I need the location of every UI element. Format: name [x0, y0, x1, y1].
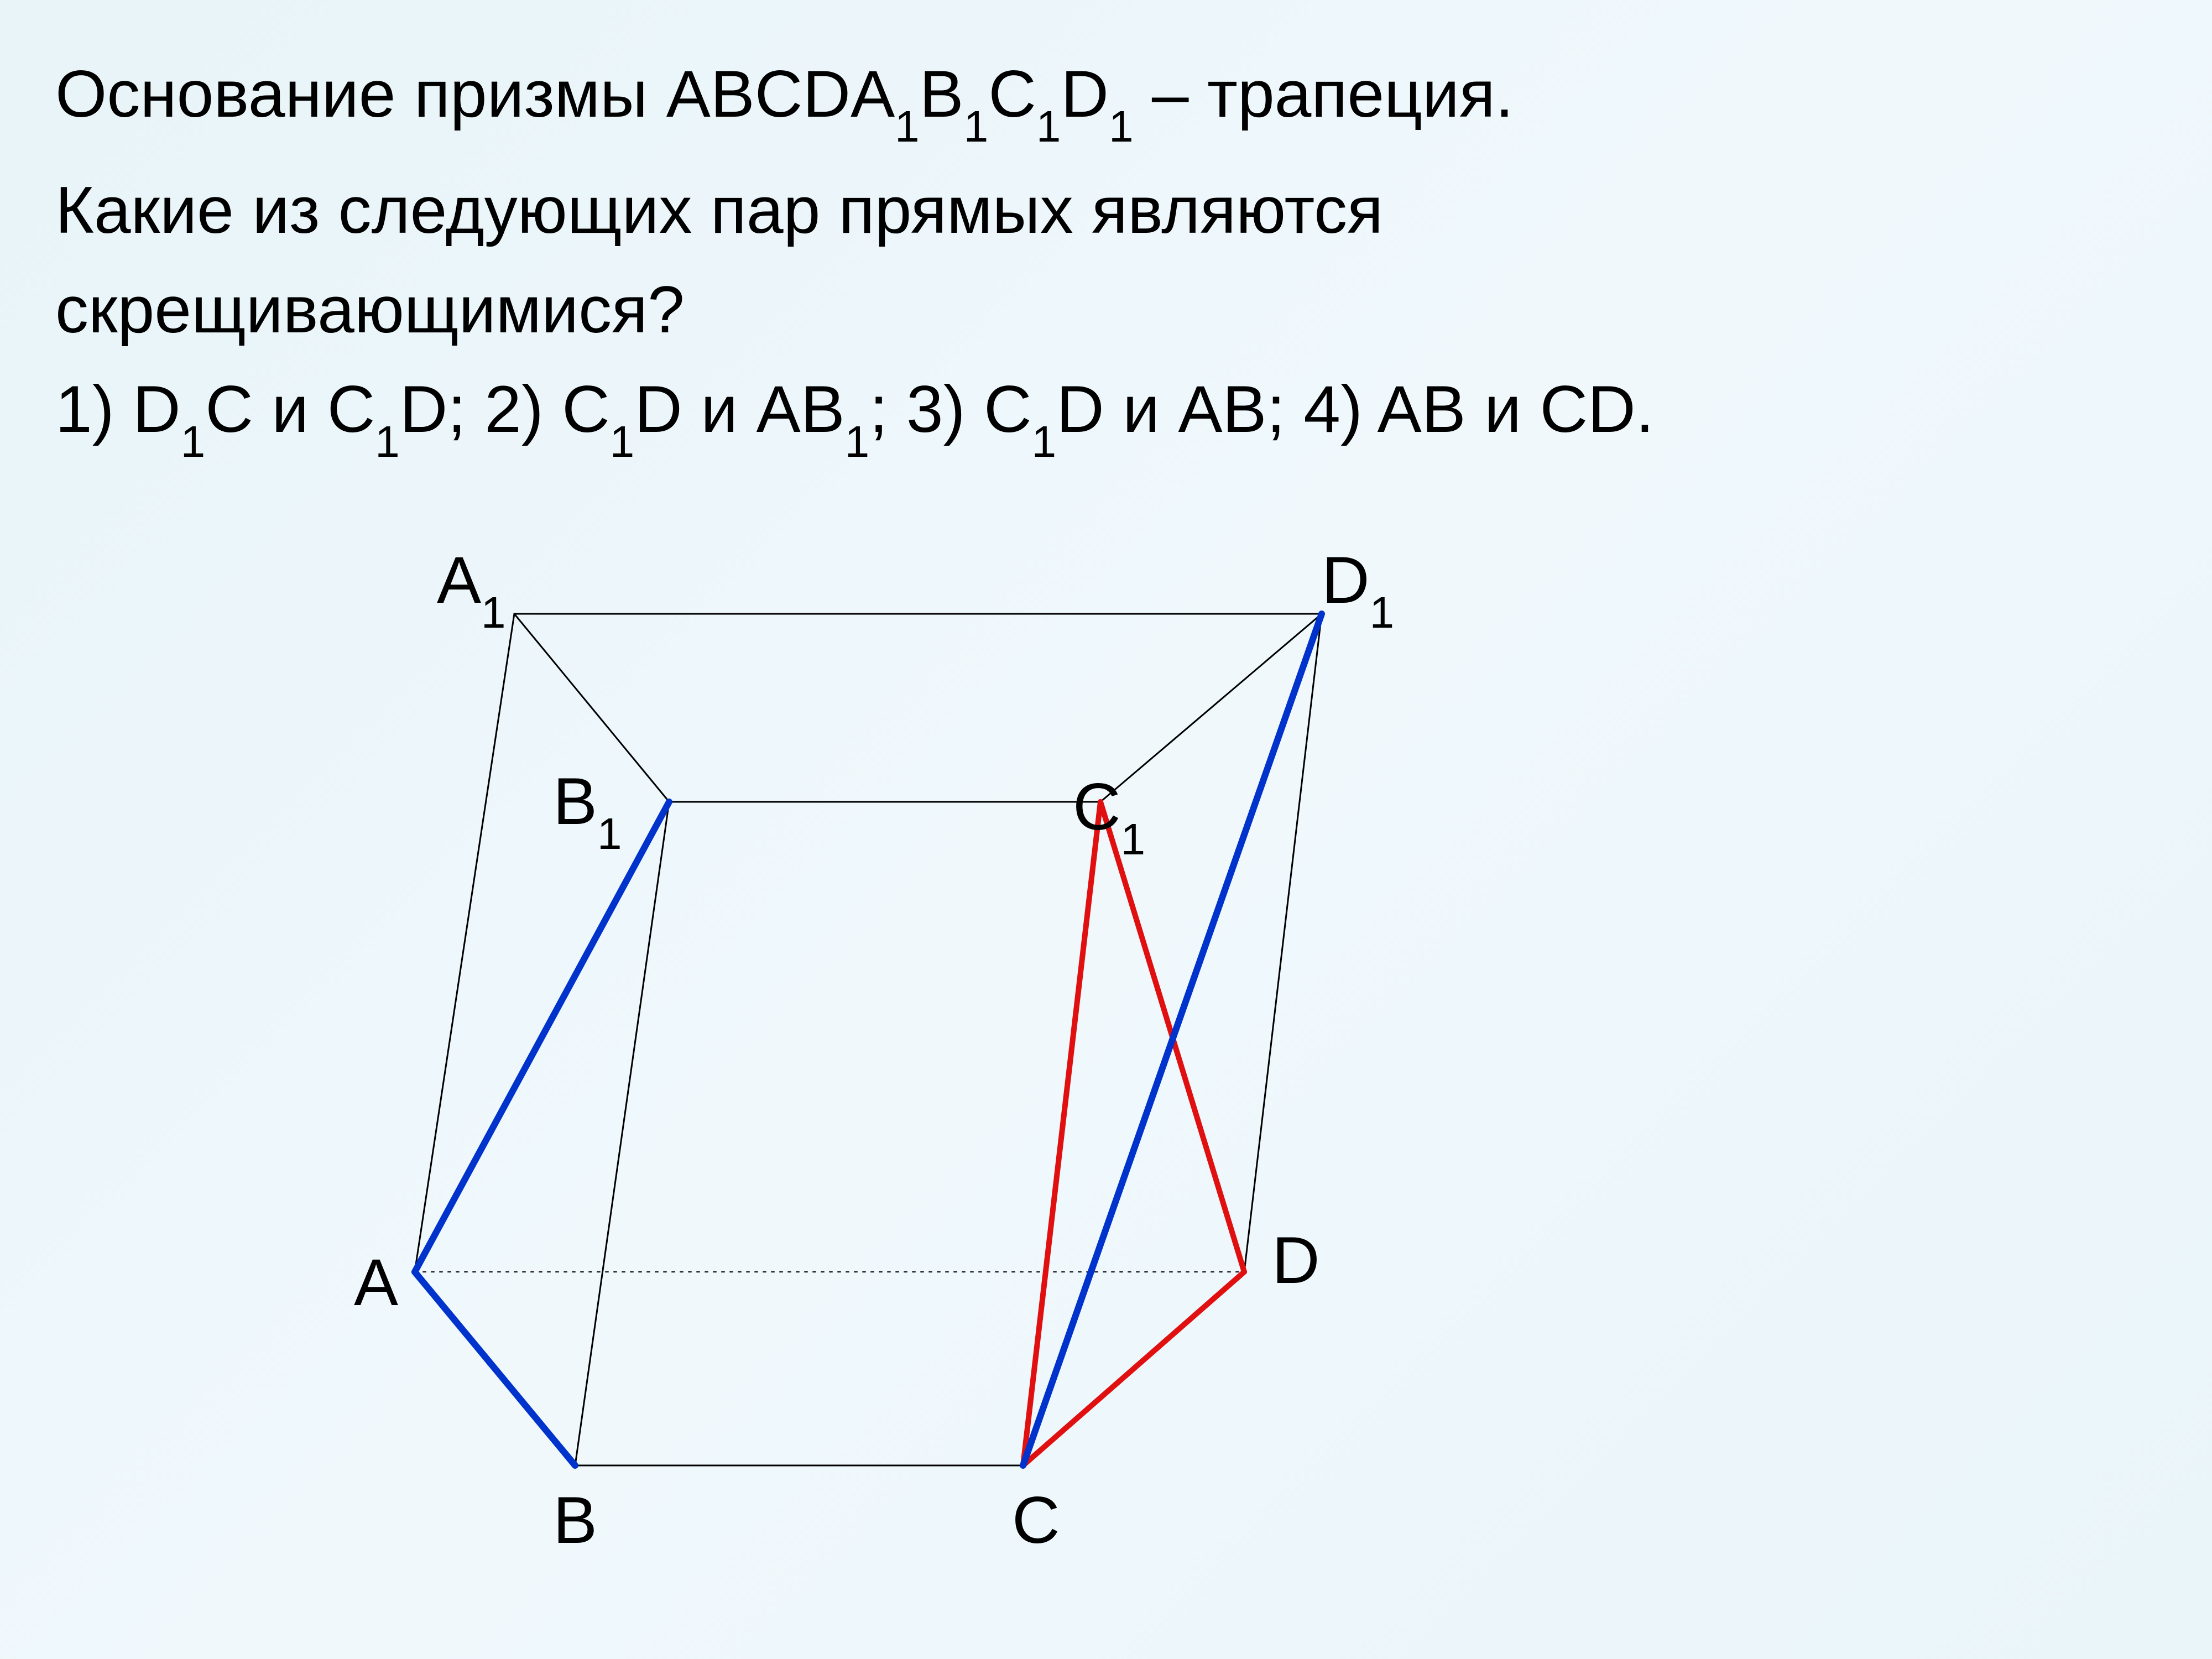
sub: 1: [845, 417, 870, 466]
vertex-label-C1: C1: [1073, 769, 1145, 854]
sub: 1: [375, 417, 400, 466]
text: B: [920, 57, 964, 131]
text: Какие из следующих пар прямых являются: [55, 173, 1383, 247]
sub: 1: [1032, 417, 1057, 466]
problem-statement-line3: скрещивающимися?: [55, 260, 685, 359]
vertex-label-D: D: [1272, 1222, 1320, 1298]
vertex-label-A: A: [354, 1244, 398, 1321]
vertex-label-B1: B1: [553, 763, 622, 848]
vertex-label-D1: D1: [1322, 542, 1394, 627]
text: Основание призмы ABCDA: [55, 57, 895, 131]
text: C: [988, 57, 1036, 131]
sub: 1: [181, 417, 206, 466]
problem-statement-line1: Основание призмы ABCDA1B1C1D1 – трапеция…: [55, 44, 1514, 149]
vertex-label-C: C: [1012, 1482, 1060, 1558]
text: D и AB; 4) AB и CD.: [1056, 372, 1654, 446]
text: скрещивающимися?: [55, 273, 685, 347]
sub: 1: [964, 102, 989, 151]
prism-diagram: A B C D A1 B1 C1 D1: [332, 525, 1548, 1576]
sub: 1: [1109, 102, 1134, 151]
text: 1) D: [55, 372, 181, 446]
text: D: [1061, 57, 1109, 131]
text: – трапеция.: [1134, 57, 1514, 131]
text: ; 3) C: [869, 372, 1031, 446]
vertex-label-A1: A1: [437, 542, 506, 627]
text: C и C: [205, 372, 375, 446]
text: D и AB: [634, 372, 844, 446]
sub: 1: [1036, 102, 1061, 151]
sub: 1: [610, 417, 635, 466]
text: D; 2) C: [400, 372, 610, 446]
problem-options-line: 1) D1C и C1D; 2) C1D и AB1; 3) C1D и AB;…: [55, 359, 1654, 464]
diagram-svg: [332, 525, 1548, 1576]
problem-statement-line2: Какие из следующих пар прямых являются: [55, 160, 1383, 260]
sub: 1: [895, 102, 920, 151]
vertex-label-B: B: [553, 1482, 597, 1558]
